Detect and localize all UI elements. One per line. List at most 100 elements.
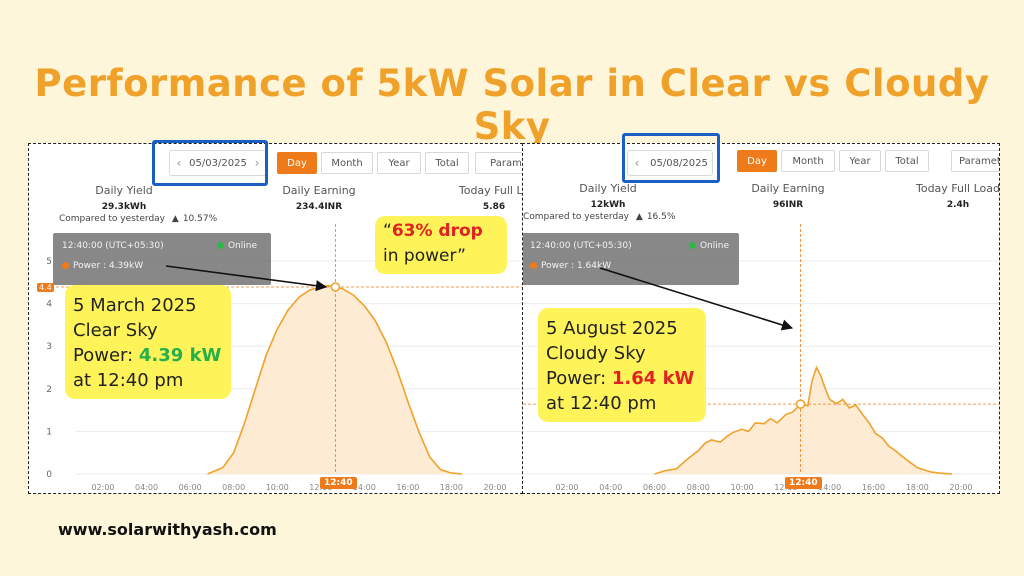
x-tick-label: 14:00 <box>353 483 376 492</box>
tooltip-power: Power : 4.39kW <box>62 261 143 271</box>
compare-yesterday: Compared to yesterday ▲ 16.5% <box>523 212 675 222</box>
full-load: Today Full Lo 5.86 <box>434 184 523 212</box>
orange-dot-icon <box>62 262 69 269</box>
x-tick-label: 08:00 <box>687 483 710 492</box>
tab-month[interactable]: Month <box>781 150 835 172</box>
x-tick-label: 20:00 <box>483 483 506 492</box>
compare-yesterday: Compared to yesterday ▲ 10.57% <box>59 214 217 224</box>
up-arrow-icon: ▲ <box>635 212 643 222</box>
footer-url: www.solarwithyash.com <box>58 520 277 539</box>
chevron-left-icon[interactable]: ‹ <box>176 156 182 170</box>
chart-tooltip: 12:40:00 (UTC+05:30) Online Power : 1.64… <box>523 233 739 285</box>
daily-yield: Daily Yield 12kWh <box>533 182 683 210</box>
drop-callout: “63% drop in power” <box>375 216 507 274</box>
date-picker[interactable]: ‹ 05/08/2025 <box>627 150 713 176</box>
callout-sky: Cloudy Sky <box>546 343 646 364</box>
compare-value: 10.57% <box>182 214 218 224</box>
tab-total[interactable]: Total <box>885 150 929 172</box>
callout-sky: Clear Sky <box>73 320 158 341</box>
compare-label: Compared to yesterday <box>523 212 630 222</box>
x-tick-label: 20:00 <box>949 483 972 492</box>
daily-yield-value: 29.3kWh <box>101 202 147 212</box>
x-tick-label: 16:00 <box>396 483 419 492</box>
daily-earning-label: Daily Earning <box>282 184 356 197</box>
daily-yield: Daily Yield 29.3kWh <box>49 184 199 212</box>
up-arrow-icon: ▲ <box>171 214 179 224</box>
daily-yield-label: Daily Yield <box>95 184 153 197</box>
full-load-label: Today Full Load <box>915 182 1000 195</box>
callout-time: at 12:40 pm <box>73 370 184 391</box>
y-value-badge: 4.4 <box>37 283 54 292</box>
tab-month[interactable]: Month <box>321 152 373 174</box>
series-area <box>207 285 463 474</box>
x-tick-label: 18:00 <box>440 483 463 492</box>
green-dot-icon <box>688 242 696 249</box>
tab-year[interactable]: Year <box>377 152 421 174</box>
tooltip-status: Online <box>216 241 257 251</box>
x-tick-label: 14:00 <box>818 483 841 492</box>
x-tick-label: 04:00 <box>599 483 622 492</box>
daily-earning-label: Daily Earning <box>751 182 825 195</box>
page-title: Performance of 5kW Solar in Clear vs Clo… <box>34 62 990 148</box>
x-tick-label: 02:00 <box>555 483 578 492</box>
callout-clear: 5 March 2025 Clear Sky Power: 4.39 kW at… <box>65 285 231 399</box>
tab-year[interactable]: Year <box>839 150 881 172</box>
tab-day[interactable]: Day <box>277 152 317 174</box>
daily-earning: Daily Earning 96INR <box>713 182 863 210</box>
y-tick-label: 5 <box>46 257 52 267</box>
x-tick-label: 16:00 <box>862 483 885 492</box>
tooltip-power: Power : 1.64kW <box>530 261 611 271</box>
arrow-cloudy <box>599 267 794 331</box>
full-load: Today Full Load 2.4h <box>903 182 1000 210</box>
tooltip-status: Online <box>688 241 729 251</box>
tab-parameter[interactable]: Param <box>475 152 523 174</box>
tab-parameter[interactable]: Paramete <box>951 150 999 172</box>
tab-total[interactable]: Total <box>425 152 469 174</box>
time-badge: 12:40 <box>785 477 822 489</box>
x-tick-label: 04:00 <box>135 483 158 492</box>
date-value: 05/08/2025 <box>650 157 708 169</box>
orange-dot-icon <box>530 262 537 269</box>
full-load-value: 2.4h <box>946 200 970 210</box>
tooltip-time: 12:40:00 (UTC+05:30) <box>62 241 164 251</box>
full-load-label: Today Full Lo <box>458 184 523 197</box>
daily-yield-value: 12kWh <box>590 200 626 210</box>
tab-day[interactable]: Day <box>737 150 777 172</box>
x-tick-label: 06:00 <box>179 483 202 492</box>
full-load-value: 5.86 <box>482 202 506 212</box>
arrow-clear <box>165 265 328 292</box>
y-tick-label: 0 <box>46 470 52 480</box>
callout-power: Power: 1.64 kW <box>546 368 695 389</box>
chevron-left-icon[interactable]: ‹ <box>634 156 640 170</box>
y-tick-label: 1 <box>46 427 52 437</box>
callout-date: 5 August 2025 <box>546 318 678 339</box>
x-tick-label: 02:00 <box>91 483 114 492</box>
callout-cloudy: 5 August 2025 Cloudy Sky Power: 1.64 kW … <box>538 308 706 422</box>
x-tick-label: 10:00 <box>731 483 754 492</box>
date-value: 05/03/2025 <box>189 157 247 169</box>
callout-date: 5 March 2025 <box>73 295 197 316</box>
power-chart-cloudy: 02:0004:0006:0008:0010:0012:0014:0016:00… <box>523 224 999 492</box>
y-tick-label: 3 <box>46 342 52 352</box>
callout-time: at 12:40 pm <box>546 393 657 414</box>
tooltip-time: 12:40:00 (UTC+05:30) <box>530 241 632 251</box>
callout-power: Power: 4.39 kW <box>73 345 222 366</box>
daily-earning: Daily Earning 234.4INR <box>244 184 394 212</box>
data-point-marker <box>330 282 341 292</box>
x-tick-label: 06:00 <box>643 483 666 492</box>
daily-earning-value: 234.4INR <box>295 202 343 212</box>
compare-value: 16.5% <box>646 212 676 222</box>
x-tick-label: 18:00 <box>906 483 929 492</box>
chevron-right-icon[interactable]: › <box>254 156 260 170</box>
x-tick-label: 08:00 <box>222 483 245 492</box>
y-tick-label: 2 <box>46 385 52 395</box>
daily-earning-value: 96INR <box>772 200 804 210</box>
data-point-marker <box>795 399 806 409</box>
compare-label: Compared to yesterday <box>59 214 166 224</box>
time-badge: 12:40 <box>320 477 357 489</box>
date-highlight-box <box>622 133 720 183</box>
y-tick-label: 4 <box>46 300 52 310</box>
chart-tooltip: 12:40:00 (UTC+05:30) Online Power : 4.39… <box>53 233 271 285</box>
green-dot-icon <box>216 242 224 249</box>
